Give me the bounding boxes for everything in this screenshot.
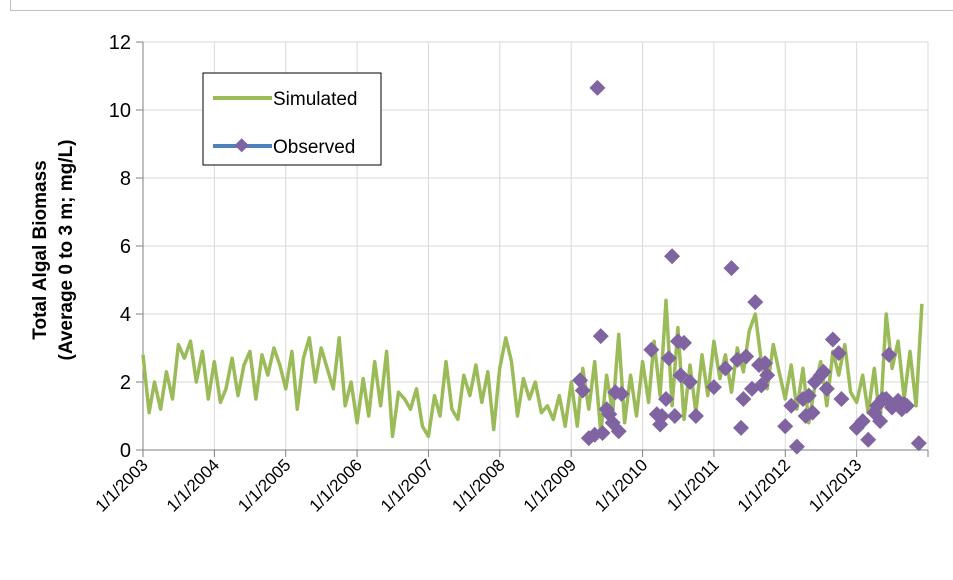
observed-point (753, 377, 770, 394)
y-tick-label: 10 (109, 100, 131, 122)
x-tick-label: 1/1/2003 (92, 455, 152, 515)
observed-point (672, 367, 689, 384)
observed-point (643, 341, 660, 358)
simulated-line (141, 298, 924, 439)
x-tick-label: 1/1/2011 (663, 455, 722, 514)
observed-point (872, 413, 889, 430)
frame-border-top (10, 10, 953, 11)
frame-border-left-mark (10, 0, 11, 10)
simulated-series (141, 298, 924, 439)
observed-point (824, 331, 841, 348)
observed-point (664, 248, 681, 265)
x-tick-labels: 1/1/2003 1/1/2004 1/1/2005 1/1/2006 1/1/2007… (92, 455, 866, 515)
y-tick-label: 6 (120, 236, 131, 258)
x-tick-label: 1/1/2005 (234, 455, 294, 515)
y-tick-label: 8 (120, 168, 131, 190)
x-tick-label: 1/1/2010 (591, 455, 651, 515)
observed-point (660, 350, 677, 367)
observed-point (733, 419, 750, 436)
x-tick-label: 1/1/2009 (520, 455, 580, 515)
observed-point (860, 431, 877, 448)
y-axis-title-line-2: (Average 0 to 3 m; mg/L) (56, 139, 77, 360)
observed-point (783, 397, 800, 414)
observed-point (666, 408, 683, 424)
observed-point (898, 397, 915, 414)
observed-point (682, 374, 699, 390)
x-tick-label: 1/1/2008 (448, 455, 508, 515)
observed-series (572, 79, 927, 455)
y-tick-label: 2 (120, 372, 131, 394)
observed-point (574, 382, 591, 399)
observed-point (830, 345, 847, 362)
observed-point (880, 346, 897, 363)
observed-point (804, 404, 821, 421)
observed-point (735, 391, 752, 407)
observed-point (723, 260, 740, 277)
observed-point (757, 355, 774, 372)
legend: Simulated Observed (202, 72, 382, 166)
observed-point (675, 334, 692, 351)
x-tick-label: 1/1/2004 (163, 455, 223, 515)
y-tick-label: 0 (120, 440, 131, 462)
observed-point (759, 367, 776, 384)
y-axis-title: Total Algal Biomass (Average 0 to 3 m; m… (30, 139, 77, 360)
observed-point (910, 435, 927, 452)
legend-observed-label: Observed (273, 137, 355, 158)
legend-simulated-label: Simulated (273, 89, 358, 110)
observed-point (653, 408, 670, 424)
legend-box (202, 72, 382, 166)
y-axis-title-line-1: Total Algal Biomass (30, 160, 51, 339)
observed-point (777, 418, 794, 435)
observed-point (800, 387, 817, 404)
observed-point (854, 413, 871, 430)
observed-point (738, 348, 755, 365)
x-tick-label: 1/1/2006 (306, 455, 366, 515)
observed-point (815, 363, 832, 380)
observed-point (592, 328, 609, 345)
observed-point (594, 425, 611, 441)
x-tick-label: 1/1/2013 (805, 455, 865, 515)
observed-point (747, 294, 764, 311)
observed-point (705, 379, 722, 396)
y-tick-labels: 0 2 4 6 8 10 12 (109, 32, 131, 462)
observed-point (610, 423, 627, 440)
observed-point (658, 391, 675, 407)
observed-point (687, 408, 704, 424)
observed-point (717, 360, 734, 377)
observed-point (613, 385, 630, 402)
legend-observed-marker (234, 138, 249, 153)
observed-point (833, 391, 850, 407)
observed-point (818, 380, 835, 397)
y-tick-label: 4 (120, 304, 131, 326)
x-tick-label: 1/1/2012 (734, 455, 794, 515)
x-tick-label: 1/1/2007 (377, 455, 437, 515)
y-tick-label: 12 (109, 32, 131, 54)
observed-point (589, 79, 606, 96)
observed-point (788, 438, 805, 455)
